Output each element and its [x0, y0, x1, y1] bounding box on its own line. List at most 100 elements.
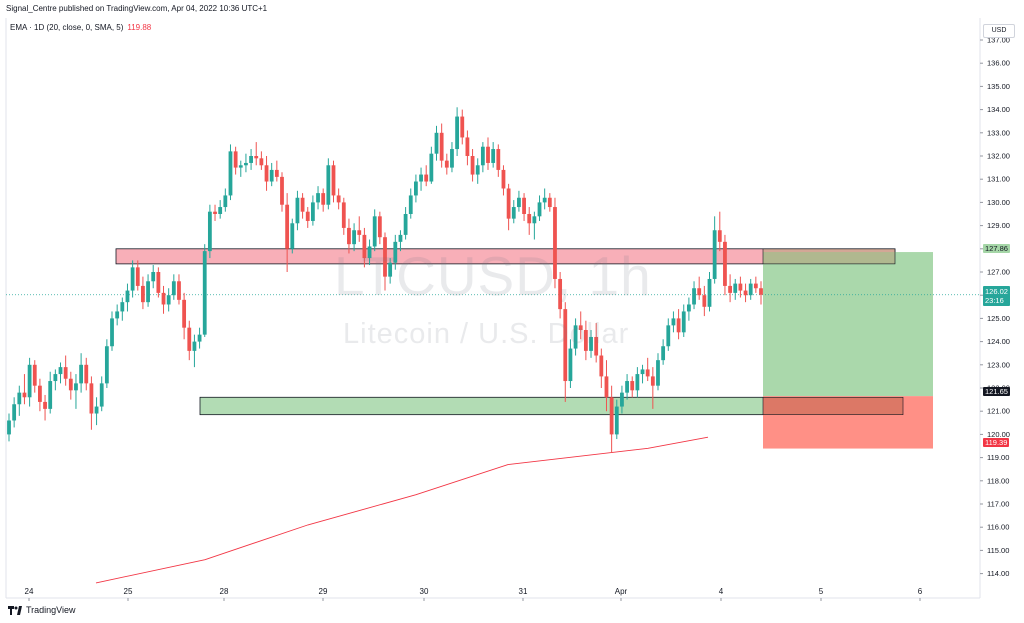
candle[interactable]: [32, 360, 37, 393]
candle[interactable]: [89, 376, 94, 430]
candle[interactable]: [115, 304, 120, 326]
candle[interactable]: [625, 374, 629, 400]
candle[interactable]: [692, 281, 696, 310]
candle[interactable]: [377, 211, 382, 245]
candle[interactable]: [300, 193, 305, 219]
candle[interactable]: [63, 355, 68, 386]
candle[interactable]: [717, 211, 722, 252]
candle[interactable]: [589, 330, 593, 358]
ema-line[interactable]: [95, 436, 709, 584]
candle[interactable]: [213, 204, 217, 221]
candle[interactable]: [583, 320, 588, 361]
candle[interactable]: [609, 385, 614, 453]
ema-legend[interactable]: EMA · 1D (20, close, 0, SMA, 5) 119.88: [10, 23, 151, 32]
candle[interactable]: [553, 197, 557, 289]
candle[interactable]: [130, 260, 135, 298]
candle[interactable]: [568, 339, 573, 388]
candle[interactable]: [22, 374, 27, 405]
candle[interactable]: [532, 211, 537, 240]
candle[interactable]: [331, 160, 336, 203]
candle[interactable]: [53, 369, 58, 391]
candle[interactable]: [635, 367, 640, 398]
candle[interactable]: [681, 304, 686, 337]
candle[interactable]: [151, 265, 156, 289]
candle[interactable]: [450, 142, 454, 173]
candle[interactable]: [656, 353, 660, 391]
candle[interactable]: [728, 274, 732, 303]
candle[interactable]: [7, 413, 11, 442]
candle[interactable]: [480, 142, 485, 173]
candle[interactable]: [12, 397, 17, 428]
candle[interactable]: [43, 394, 47, 421]
candle[interactable]: [640, 364, 645, 384]
candle[interactable]: [661, 339, 666, 365]
candle[interactable]: [444, 153, 449, 175]
candle[interactable]: [645, 357, 650, 382]
candle[interactable]: [48, 371, 53, 414]
candle[interactable]: [68, 371, 73, 400]
candle[interactable]: [156, 267, 161, 298]
candle[interactable]: [254, 142, 259, 166]
candle[interactable]: [383, 232, 387, 291]
candle[interactable]: [321, 188, 326, 212]
candle[interactable]: [491, 142, 496, 168]
candle[interactable]: [738, 276, 743, 298]
candle[interactable]: [393, 234, 398, 270]
candle[interactable]: [316, 186, 320, 210]
candle[interactable]: [259, 151, 264, 170]
candle[interactable]: [290, 218, 295, 254]
candle[interactable]: [187, 320, 192, 361]
candle[interactable]: [264, 156, 269, 191]
candle[interactable]: [274, 160, 279, 182]
candle[interactable]: [166, 288, 171, 312]
candle[interactable]: [455, 107, 460, 156]
candle[interactable]: [171, 274, 176, 300]
candle[interactable]: [470, 149, 475, 182]
candle[interactable]: [527, 207, 532, 235]
candle[interactable]: [697, 276, 702, 300]
candle[interactable]: [84, 357, 89, 391]
profit-zone[interactable]: [763, 252, 933, 397]
candle[interactable]: [429, 146, 434, 184]
candle[interactable]: [743, 283, 748, 303]
candle[interactable]: [403, 207, 408, 240]
candle[interactable]: [702, 285, 707, 317]
tradingview-logo[interactable]: TradingView: [8, 605, 76, 615]
candle[interactable]: [347, 218, 351, 254]
candle[interactable]: [604, 360, 609, 412]
candle[interactable]: [197, 327, 202, 349]
candle[interactable]: [424, 165, 429, 187]
candle[interactable]: [79, 353, 84, 393]
candle[interactable]: [712, 216, 717, 284]
candle[interactable]: [285, 193, 290, 272]
candle[interactable]: [666, 318, 671, 351]
candle[interactable]: [182, 292, 187, 340]
candle[interactable]: [408, 188, 413, 219]
candle[interactable]: [223, 188, 228, 212]
candle[interactable]: [578, 311, 583, 340]
candle[interactable]: [218, 200, 223, 219]
candle[interactable]: [558, 272, 563, 319]
candle[interactable]: [99, 376, 104, 412]
candle[interactable]: [414, 174, 418, 203]
candle[interactable]: [723, 234, 727, 296]
candle[interactable]: [135, 260, 140, 291]
candle[interactable]: [630, 376, 635, 398]
candle[interactable]: [74, 374, 78, 409]
candle[interactable]: [460, 109, 465, 145]
candle[interactable]: [506, 183, 511, 231]
candle[interactable]: [759, 281, 763, 305]
candle[interactable]: [94, 397, 99, 426]
candle[interactable]: [753, 276, 758, 293]
candle[interactable]: [27, 357, 32, 407]
candle[interactable]: [439, 123, 444, 168]
candle[interactable]: [207, 204, 212, 259]
candle[interactable]: [249, 149, 253, 170]
candle[interactable]: [238, 160, 243, 177]
candle[interactable]: [547, 193, 552, 212]
candle[interactable]: [733, 278, 738, 300]
candle[interactable]: [58, 362, 63, 384]
candle[interactable]: [388, 258, 393, 284]
candle[interactable]: [352, 223, 356, 252]
